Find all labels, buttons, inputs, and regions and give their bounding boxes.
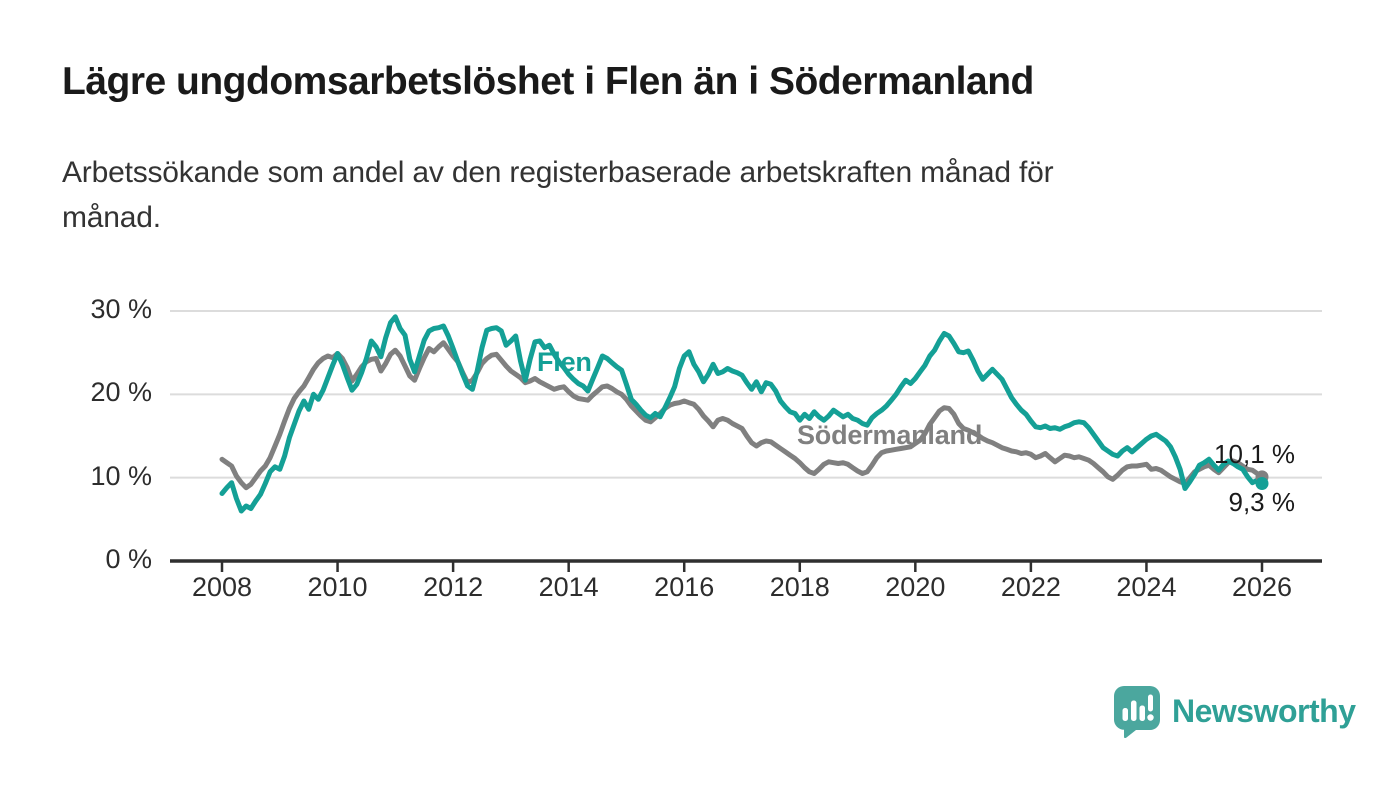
flen-series-label: Flen xyxy=(537,347,592,377)
södermanland-line xyxy=(219,340,1265,491)
y-tick-label: 0 % xyxy=(105,544,152,574)
newsworthy-logo-icon xyxy=(1114,686,1160,738)
x-tick-label: 2026 xyxy=(1231,572,1293,602)
flen-end-dot xyxy=(1255,477,1269,491)
y-tick-label: 20 % xyxy=(90,377,152,408)
chart-subtitle-line-2: månad. xyxy=(62,201,161,234)
newsworthy-logo-text: Newsworthy xyxy=(1172,692,1356,729)
y-tick-label: 30 % xyxy=(90,294,152,324)
x-tick-label: 2012 xyxy=(423,572,484,602)
flen-line xyxy=(219,314,1265,514)
sodermanland-series-label: Södermanland xyxy=(797,420,983,450)
x-tick-label: 2018 xyxy=(769,572,830,602)
x-tick-label: 2016 xyxy=(654,572,715,602)
y-tick-label: 10 % xyxy=(90,460,152,491)
x-tick-label: 2020 xyxy=(885,572,946,602)
flen-end-value-label: 9,3 % xyxy=(1228,487,1296,517)
chart-subtitle-line-1: Arbetssökande som andel av den registerb… xyxy=(62,156,1054,189)
x-tick-label: 2010 xyxy=(307,572,368,602)
sodermanland-end-value-label: 10,1 % xyxy=(1214,439,1295,469)
x-tick-label: 2022 xyxy=(1000,572,1061,602)
chart-title: Lägre ungdomsarbetslöshet i Flen än i Sö… xyxy=(62,60,1034,103)
x-tick-label: 2014 xyxy=(538,572,599,602)
newsworthy-logo: Newsworthy xyxy=(1112,684,1356,738)
x-tick-label: 2008 xyxy=(191,572,253,602)
x-tick-label: 2024 xyxy=(1116,572,1177,602)
